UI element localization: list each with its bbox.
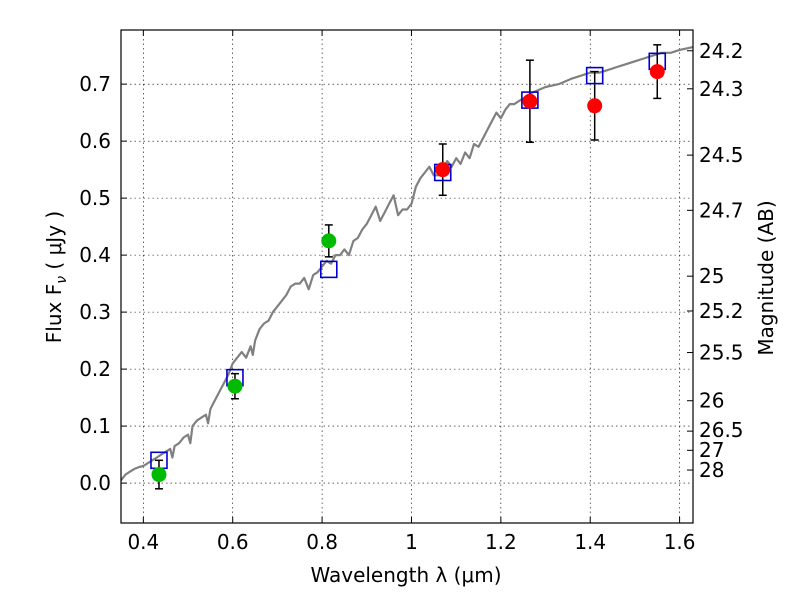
observed-point [151,467,167,483]
grid-lines [121,30,693,523]
observed-point [522,93,538,109]
y-tick-label: 0.6 [79,129,111,153]
observed-photometry-series [151,64,665,483]
y-tick-label: 0.7 [79,72,111,96]
right-tick-label: 24.5 [699,143,744,167]
model-point-square [319,260,338,279]
spectrum-series [120,46,694,481]
y-tick-label: 0.2 [79,357,111,381]
right-tick-label: 28 [699,458,724,482]
right-tick-label: 25.5 [699,341,744,365]
model-photometry-series [150,52,667,470]
x-tick-label: 0.6 [217,530,249,554]
right-axis-label: Magnitude (AB) [754,200,778,355]
observed-point [321,233,337,249]
observed-point [227,378,243,394]
y-tick-label: 0.5 [79,186,111,210]
axis-tick-labels: 0.4 0.6 0.8 1 1.2 1.4 1.6 0.0 0.1 0.2 0.3 0.4 0.5 0.6… [79,39,743,554]
x-tick-label: 0.8 [306,530,338,554]
observed-point [649,64,665,80]
plot-frame [120,29,694,524]
right-tick-label: 25.2 [699,299,744,323]
y-axis-label-unit: ( μJy ) [42,211,66,276]
observed-point [435,162,451,178]
right-tick-label: 25 [699,264,724,288]
spectrum-line [120,46,694,481]
x-axis-label: Wavelength λ (μm) [310,563,501,587]
right-tick-label: 27 [699,438,724,462]
x-tick-label: 1.6 [664,530,696,554]
y-tick-label: 0.1 [79,414,111,438]
right-tick-label: 24.2 [699,39,744,63]
y-tick-label: 0.4 [79,243,111,267]
model-point-square [585,66,604,85]
y-axis-label-sub: ν [54,276,70,284]
axis-ticks [121,30,693,523]
x-tick-label: 1.2 [485,530,517,554]
y-tick-label: 0.0 [79,471,111,495]
x-tick-label: 1.4 [574,530,606,554]
right-tick-label: 24.3 [699,77,744,101]
right-tick-label: 24.7 [699,198,744,222]
error-bars [154,44,662,490]
y-axis-label: Flux Fν ( μJy ) [42,211,70,343]
y-axis-label-main: Flux F [42,284,66,343]
right-tick-label: 26.5 [699,418,744,442]
x-tick-label: 1 [405,530,418,554]
observed-point [587,98,603,114]
right-tick-label: 26 [699,389,724,413]
y-tick-label: 0.3 [79,300,111,324]
x-tick-label: 0.4 [127,530,159,554]
